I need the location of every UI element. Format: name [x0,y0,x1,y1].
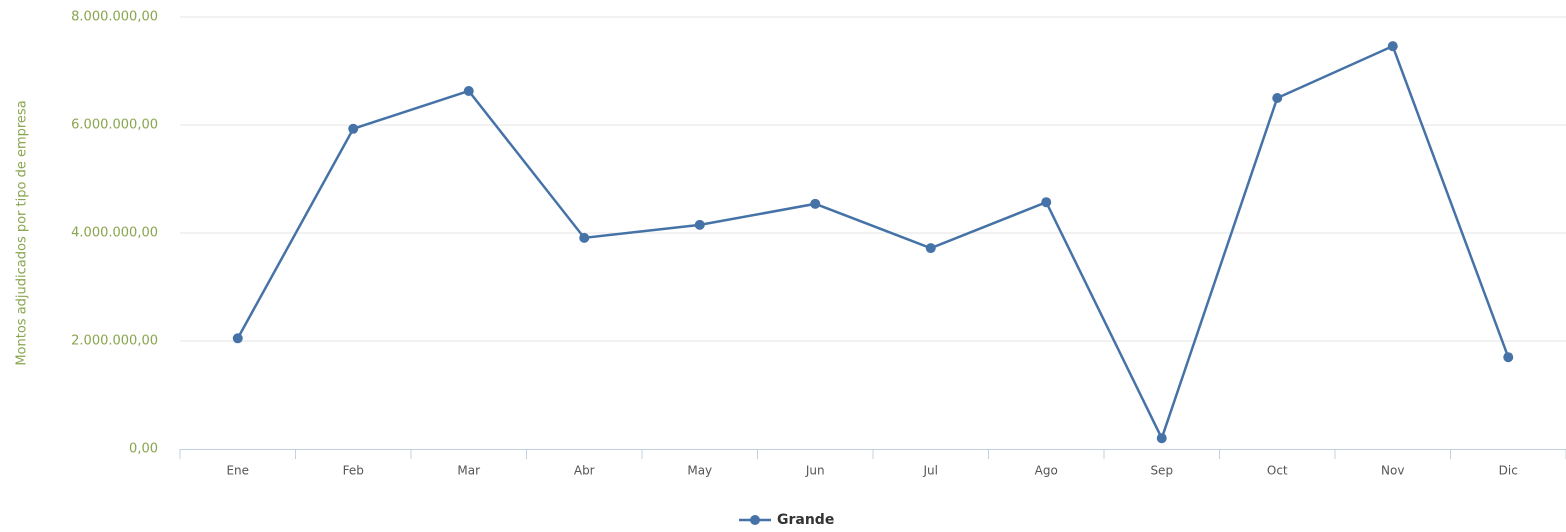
x-tick-label: Nov [1381,464,1404,478]
x-tick-label: Feb [343,464,364,478]
x-tick-label: Sep [1150,464,1173,478]
legend-label: Grande [777,512,834,528]
x-tick-label: Jun [805,464,825,478]
x-tick-label: Jul [923,464,938,478]
point [694,219,705,230]
point [925,243,936,254]
x-tick-label: Oct [1267,464,1288,478]
y-axis-label: Montos adjudicados por tipo de empresa [15,100,30,365]
x-tick-label: Ago [1035,464,1058,478]
legend-marker [750,515,760,525]
x-tick-label: Abr [574,464,595,478]
point [463,85,474,96]
point [348,123,359,134]
y-tick-label: 4.000.000,00 [71,226,158,241]
point [1272,93,1283,103]
point [579,232,590,243]
x-tick-label: Mar [457,464,480,478]
point [1041,197,1052,208]
x-tick-label: May [687,464,712,478]
point [232,333,243,344]
y-tick-label: 2.000.000,00 [71,334,158,349]
point [1503,352,1514,363]
point [810,198,821,209]
point [1387,41,1398,52]
series-line [236,44,1510,442]
y-tick-label: 6.000.000,00 [71,118,158,133]
y-tick-label: 0,00 [129,442,158,457]
y-tick-label: 8.000.000,00 [71,10,158,25]
x-tick-label: Ene [226,464,249,478]
x-tick-label: Dic [1499,464,1518,478]
point [1156,433,1167,444]
